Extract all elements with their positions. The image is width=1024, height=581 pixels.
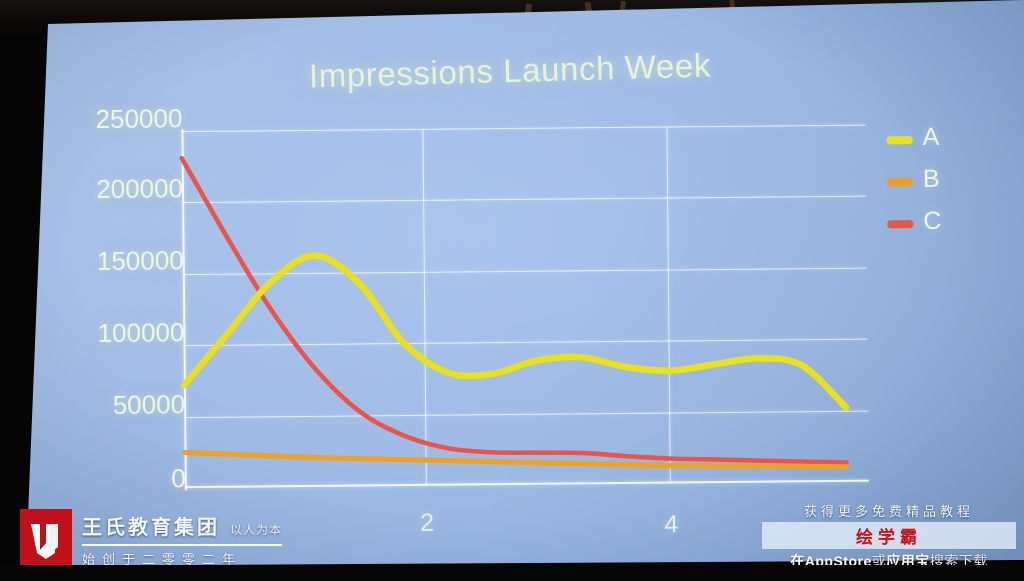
wangshi-logo-icon [20,509,72,569]
y-axis-labels: 250000 200000 150000 100000 50000 0 [50,95,186,506]
watermark-divider [82,543,283,546]
watermark-brand: 王氏教育集团 [82,516,220,539]
legend-item-b[interactable]: B [886,165,1007,212]
chart-legend: A B C [886,123,1007,254]
watermark-app-name: 绘学霸 [762,522,1016,549]
y-tick-200000: 200000 [96,173,184,204]
legend-item-c[interactable]: C [887,207,1007,254]
page-title: Impressions Launch Week [26,46,1022,95]
x-tick-2: 2 [420,508,435,537]
y-tick-100000: 100000 [97,317,185,348]
room-floor [0,565,1024,581]
watermark-promo-line: 获得更多免费精品教程 [803,504,974,519]
legend-label-c: C [923,206,942,236]
series-b-line [181,449,850,470]
watermark-left-text: 王氏教育集团 以人为本 始创于二零零二年 [82,511,283,568]
plot-area [179,124,869,491]
legend-swatch-a [886,136,913,145]
series-a-line [180,252,850,411]
watermark-left: 王氏教育集团 以人为本 始创于二零零二年 [20,509,283,569]
series-c-line [179,155,849,465]
watermark-right: 获得更多免费精品教程 绘学霸 在AppStore或应用宝搜索下载 [762,501,1016,571]
page-title-text: Impressions Launch Week [308,46,712,95]
legend-swatch-b [886,178,914,187]
logo-w-glyph [31,524,58,559]
y-tick-50000: 50000 [112,389,186,420]
watermark-founded: 始创于二零零二年 [82,551,243,567]
x-tick-4: 4 [664,510,679,539]
legend-label-b: B [922,164,940,194]
legend-swatch-c [887,220,914,229]
series-curves [179,155,850,470]
y-tick-150000: 150000 [96,245,184,276]
legend-item-a[interactable]: A [886,123,1006,170]
watermark-brand-row: 王氏教育集团 以人为本 [82,511,282,540]
watermark-slogan: 以人为本 [230,522,283,537]
legend-label-a: A [922,122,940,152]
y-tick-250000: 250000 [95,103,183,134]
